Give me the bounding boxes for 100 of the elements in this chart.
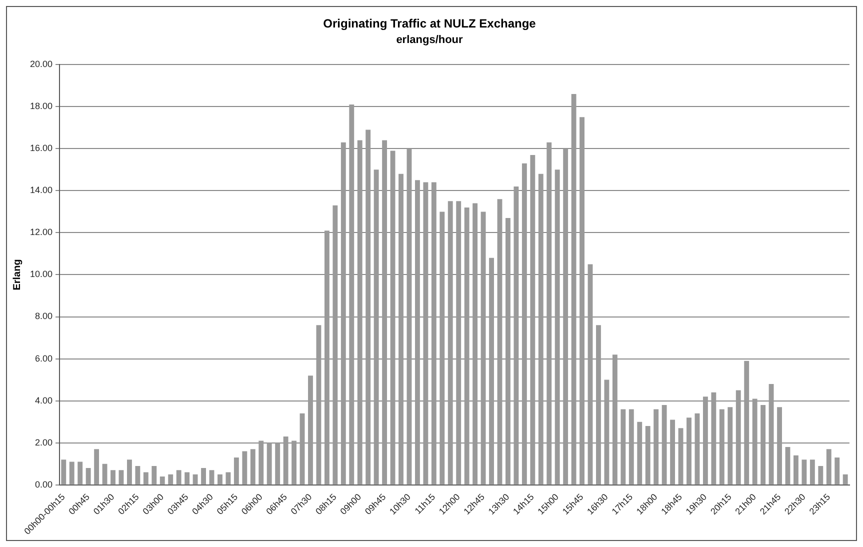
y-tick-label: 2.00 bbox=[34, 437, 53, 448]
bar bbox=[250, 449, 256, 484]
bar bbox=[332, 205, 338, 484]
y-axis-title: Erlang bbox=[12, 259, 23, 290]
bar bbox=[102, 464, 108, 484]
bar bbox=[308, 376, 313, 484]
bar bbox=[546, 142, 552, 484]
bar bbox=[61, 460, 66, 484]
bar bbox=[94, 449, 100, 484]
bar bbox=[628, 409, 634, 484]
bar bbox=[736, 390, 741, 484]
bar bbox=[612, 354, 618, 484]
bar bbox=[489, 258, 494, 484]
bar bbox=[135, 466, 140, 484]
bar bbox=[340, 142, 346, 484]
bar bbox=[86, 468, 91, 484]
bar bbox=[448, 201, 453, 484]
bar bbox=[283, 436, 288, 484]
y-tick-label: 16.00 bbox=[30, 143, 53, 154]
bar bbox=[497, 199, 502, 484]
bar bbox=[390, 150, 396, 484]
bar bbox=[678, 428, 684, 484]
bar bbox=[406, 148, 412, 484]
bar bbox=[382, 140, 388, 484]
bar bbox=[702, 396, 708, 484]
bar bbox=[637, 422, 642, 484]
bar bbox=[176, 470, 182, 484]
bar bbox=[160, 476, 165, 484]
bar bbox=[810, 460, 815, 484]
bar bbox=[292, 440, 297, 484]
bar bbox=[580, 117, 584, 484]
bar bbox=[538, 174, 544, 484]
bar bbox=[431, 182, 436, 484]
y-tick-label: 8.00 bbox=[34, 311, 53, 322]
bar bbox=[357, 140, 362, 484]
bar bbox=[440, 212, 445, 484]
bar bbox=[588, 264, 593, 484]
bar bbox=[620, 409, 626, 484]
y-tick-label: 12.00 bbox=[30, 227, 53, 238]
bar bbox=[711, 392, 716, 484]
bar bbox=[152, 466, 157, 484]
bar bbox=[316, 325, 322, 484]
bar bbox=[69, 462, 74, 484]
bar bbox=[834, 458, 840, 484]
bar bbox=[226, 472, 231, 484]
bar bbox=[752, 398, 758, 484]
bar bbox=[654, 409, 659, 484]
bar bbox=[670, 420, 676, 484]
bar bbox=[414, 180, 420, 484]
bar bbox=[842, 474, 848, 484]
bar bbox=[143, 472, 148, 484]
bar bbox=[719, 409, 724, 484]
bar bbox=[604, 380, 610, 484]
bar bbox=[686, 418, 692, 484]
bar bbox=[596, 325, 601, 484]
bar bbox=[168, 474, 174, 484]
bar bbox=[456, 201, 462, 484]
y-tick-label: 10.00 bbox=[30, 269, 53, 280]
bar bbox=[110, 470, 116, 484]
bar bbox=[201, 468, 206, 484]
bar bbox=[818, 466, 824, 484]
chart-title: Originating Traffic at NULZ Exchange bbox=[323, 16, 536, 31]
bar bbox=[744, 360, 750, 484]
bar bbox=[374, 170, 379, 484]
bar bbox=[300, 413, 305, 484]
y-tick-label: 6.00 bbox=[34, 353, 53, 364]
bar bbox=[423, 182, 428, 484]
bar bbox=[258, 440, 264, 484]
bar bbox=[234, 458, 239, 484]
bar bbox=[514, 186, 519, 484]
bar bbox=[554, 170, 560, 484]
bar bbox=[662, 405, 667, 484]
bar bbox=[694, 413, 700, 484]
bar bbox=[522, 163, 527, 484]
bar bbox=[794, 455, 798, 484]
bar bbox=[530, 154, 536, 484]
bar bbox=[506, 218, 510, 484]
bar bbox=[760, 405, 766, 484]
bar bbox=[209, 470, 214, 484]
bar bbox=[768, 384, 774, 484]
bar bbox=[785, 447, 790, 484]
bar bbox=[349, 104, 354, 484]
bar bbox=[802, 460, 807, 484]
bar bbox=[118, 470, 124, 484]
y-tick-label: 0.00 bbox=[34, 479, 53, 490]
bar bbox=[480, 212, 486, 484]
bar bbox=[464, 207, 470, 484]
bar bbox=[324, 230, 330, 484]
bar bbox=[242, 451, 248, 484]
bar bbox=[728, 407, 733, 484]
bar bbox=[266, 442, 272, 484]
bar bbox=[366, 130, 371, 484]
bar bbox=[275, 442, 280, 484]
bar bbox=[645, 426, 650, 484]
bar bbox=[218, 474, 222, 484]
bar bbox=[777, 407, 782, 484]
chart-subtitle: erlangs/hour bbox=[396, 34, 464, 46]
bar bbox=[192, 474, 198, 484]
bar bbox=[571, 94, 576, 484]
y-tick-label: 20.00 bbox=[30, 59, 53, 70]
